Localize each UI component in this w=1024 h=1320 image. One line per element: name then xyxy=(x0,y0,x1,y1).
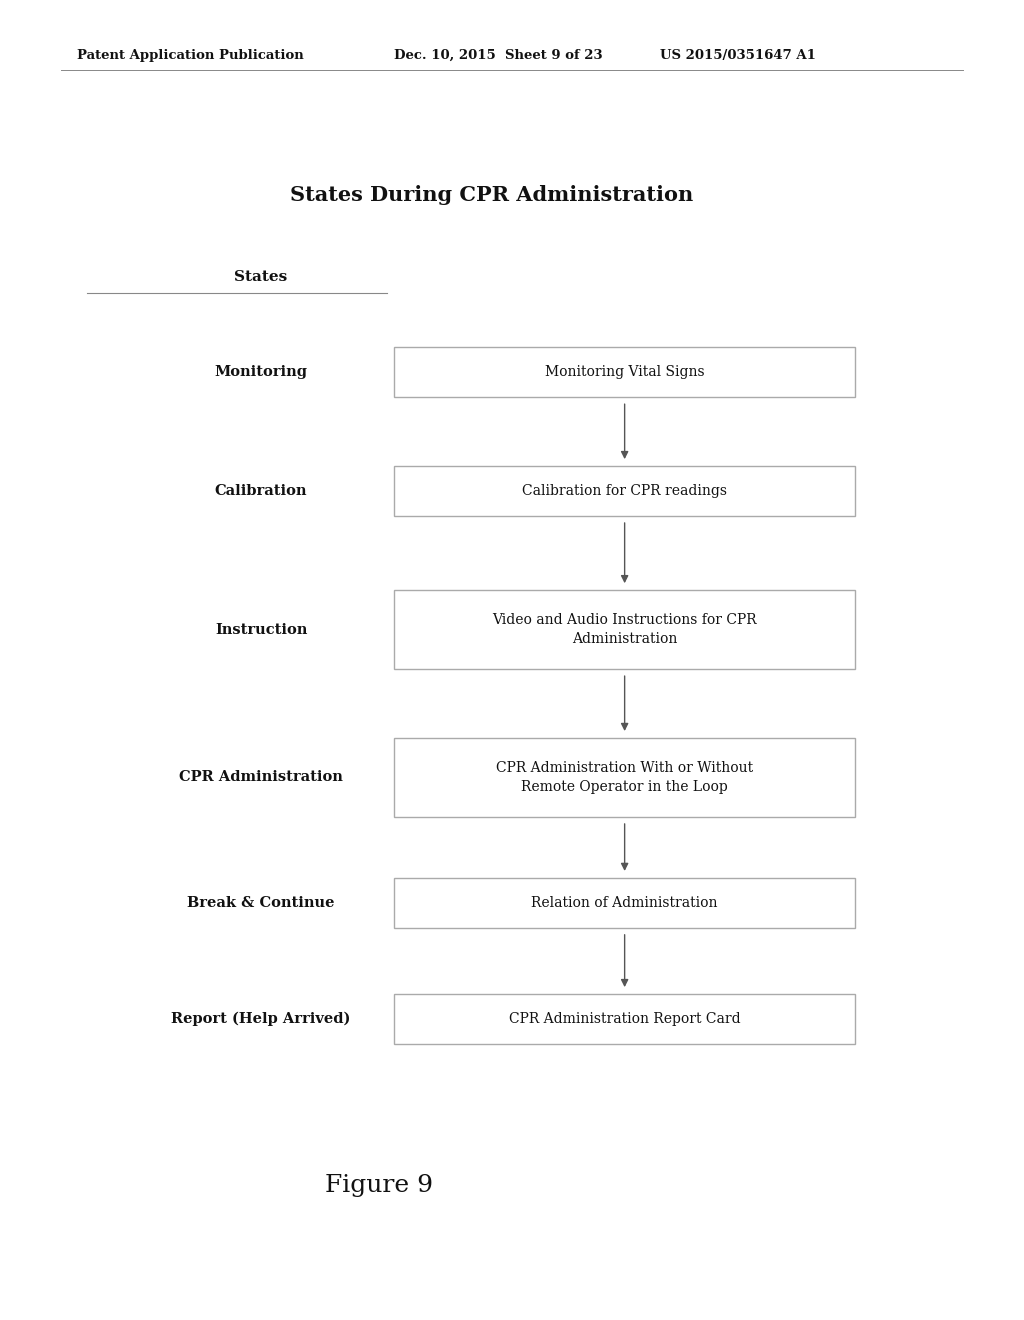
Text: Dec. 10, 2015  Sheet 9 of 23: Dec. 10, 2015 Sheet 9 of 23 xyxy=(394,49,603,62)
Text: Instruction: Instruction xyxy=(215,623,307,636)
Bar xyxy=(394,590,855,669)
Text: States: States xyxy=(234,271,288,284)
Text: Monitoring Vital Signs: Monitoring Vital Signs xyxy=(545,366,705,379)
Text: CPR Administration Report Card: CPR Administration Report Card xyxy=(509,1012,740,1026)
Text: Calibration for CPR readings: Calibration for CPR readings xyxy=(522,484,727,498)
Bar xyxy=(394,994,855,1044)
Text: Monitoring: Monitoring xyxy=(215,366,307,379)
Bar xyxy=(394,466,855,516)
Text: CPR Administration With or Without
Remote Operator in the Loop: CPR Administration With or Without Remot… xyxy=(496,762,754,793)
Text: Patent Application Publication: Patent Application Publication xyxy=(77,49,303,62)
Bar xyxy=(394,878,855,928)
Text: Report (Help Arrived): Report (Help Arrived) xyxy=(171,1012,351,1026)
Text: States During CPR Administration: States During CPR Administration xyxy=(290,185,693,206)
Text: Relation of Administration: Relation of Administration xyxy=(531,896,718,909)
Text: Video and Audio Instructions for CPR
Administration: Video and Audio Instructions for CPR Adm… xyxy=(493,614,757,645)
Bar xyxy=(394,347,855,397)
Text: Figure 9: Figure 9 xyxy=(325,1173,433,1197)
Text: CPR Administration: CPR Administration xyxy=(179,771,343,784)
Text: Break & Continue: Break & Continue xyxy=(187,896,335,909)
Text: Calibration: Calibration xyxy=(215,484,307,498)
Bar xyxy=(394,738,855,817)
Text: US 2015/0351647 A1: US 2015/0351647 A1 xyxy=(660,49,816,62)
